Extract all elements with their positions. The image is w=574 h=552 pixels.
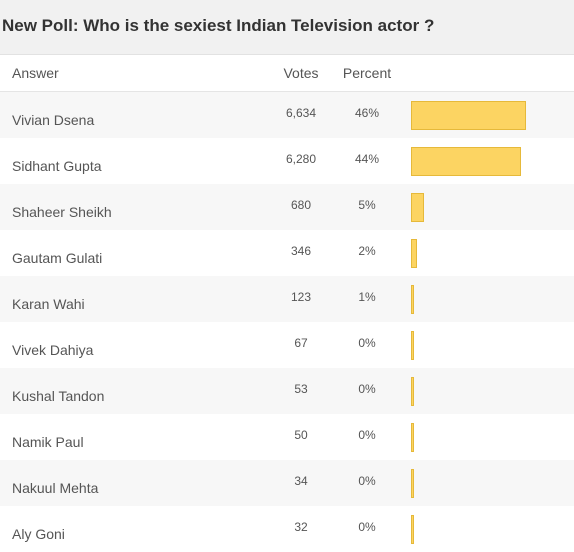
votes-count: 123: [290, 290, 312, 304]
vote-share-bar: [411, 377, 414, 406]
table-row: Aly Goni 32 0%: [0, 506, 574, 552]
vote-share-bar: [411, 147, 521, 176]
votes-count: 53: [294, 382, 308, 396]
percent-value: 5%: [358, 198, 376, 212]
poll-rows: Vivian Dsena 6,634 46% Sidhant Gupta 6,280 44…: [0, 92, 574, 552]
table-header-row: Answer Votes Percent: [0, 55, 574, 92]
table-row: Nakuul Mehta 34 0%: [0, 460, 574, 506]
votes-count: 50: [294, 428, 308, 442]
table-row: Namik Paul 50 0%: [0, 414, 574, 460]
vote-share-bar: [411, 423, 414, 452]
answer-label: Sidhant Gupta: [12, 158, 102, 174]
votes-count: 32: [294, 520, 308, 534]
percent-value: 0%: [358, 474, 376, 488]
votes-count: 6,280: [285, 152, 317, 166]
answer-label: Vivek Dahiya: [12, 342, 94, 358]
vote-share-bar: [411, 331, 414, 360]
vote-share-bar: [411, 193, 424, 222]
vote-share-bar: [411, 515, 414, 544]
answer-label: Aly Goni: [12, 526, 65, 542]
votes-count: 6,634: [285, 106, 317, 120]
table-row: Kushal Tandon 53 0%: [0, 368, 574, 414]
poll-title: New Poll: Who is the sexiest Indian Tele…: [2, 16, 435, 35]
answer-label: Kushal Tandon: [12, 388, 105, 404]
table-row: Gautam Gulati 346 2%: [0, 230, 574, 276]
votes-count: 67: [294, 336, 308, 350]
table-row: Shaheer Sheikh 680 5%: [0, 184, 574, 230]
answer-label: Gautam Gulati: [12, 250, 103, 266]
vote-share-bar: [411, 469, 414, 498]
poll-results-table: Answer Votes Percent Vivian Dsena 6,634 46…: [0, 54, 574, 552]
vote-share-bar: [411, 239, 417, 268]
percent-value: 0%: [358, 336, 376, 350]
percent-value: 0%: [358, 382, 376, 396]
percent-value: 1%: [358, 290, 376, 304]
percent-value: 0%: [358, 520, 376, 534]
poll-title-bar: New Poll: Who is the sexiest Indian Tele…: [0, 0, 574, 54]
answer-label: Vivian Dsena: [12, 112, 95, 128]
table-row: Vivek Dahiya 67 0%: [0, 322, 574, 368]
percent-value: 46%: [354, 106, 380, 120]
table-row: Sidhant Gupta 6,280 44%: [0, 138, 574, 184]
vote-share-bar: [411, 101, 526, 130]
votes-count: 680: [290, 198, 312, 212]
percent-value: 0%: [358, 428, 376, 442]
answer-label: Nakuul Mehta: [12, 480, 99, 496]
answer-label: Shaheer Sheikh: [12, 204, 112, 220]
answer-label: Karan Wahi: [12, 296, 85, 312]
table-row: Vivian Dsena 6,634 46%: [0, 92, 574, 138]
percent-column-header: Percent: [342, 65, 392, 81]
answer-column-header: Answer: [12, 65, 59, 81]
answer-label: Namik Paul: [12, 434, 84, 450]
percent-value: 44%: [354, 152, 380, 166]
votes-count: 346: [290, 244, 312, 258]
votes-column-header: Votes: [283, 65, 319, 81]
table-row: Karan Wahi 123 1%: [0, 276, 574, 322]
vote-share-bar: [411, 285, 414, 314]
votes-count: 34: [294, 474, 308, 488]
percent-value: 2%: [358, 244, 376, 258]
